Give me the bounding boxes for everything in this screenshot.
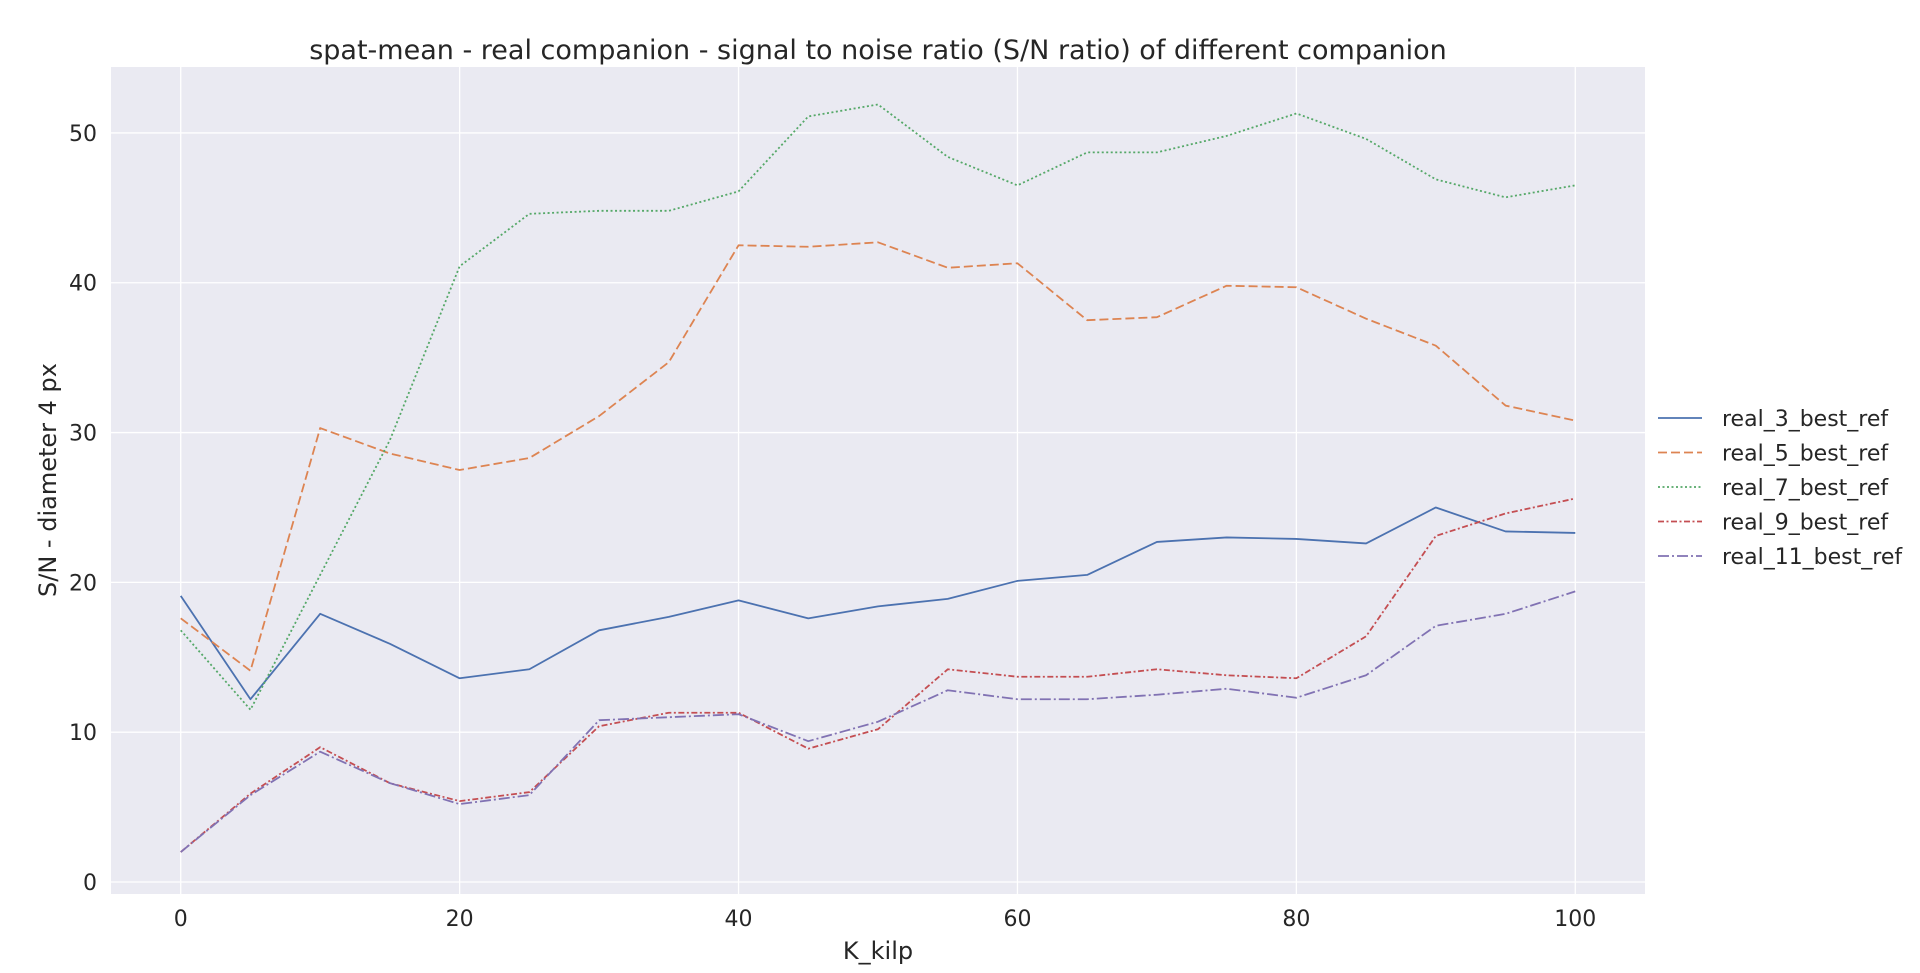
y-axis-label: S/N - diameter 4 px: [34, 363, 62, 597]
legend-label: real_9_best_ref: [1722, 511, 1889, 536]
legend-label: real_3_best_ref: [1722, 407, 1889, 432]
x-tick-label: 80: [1282, 907, 1310, 932]
gridlines: [111, 67, 1645, 894]
series-line-real_5_best_ref: [180, 241, 1576, 672]
y-tick-label: 30: [69, 422, 97, 447]
legend: real_3_best_ref real_5_best_ref real_7_bes…: [1658, 407, 1903, 570]
legend-label: real_5_best_ref: [1722, 442, 1889, 467]
x-tick-label: 100: [1554, 907, 1596, 932]
y-tick-label: 40: [69, 272, 97, 297]
series-line-real_11_best_ref: [180, 590, 1576, 853]
x-tick-label: 20: [446, 907, 474, 932]
legend-label: real_11_best_ref: [1722, 545, 1903, 570]
y-tick-labels: 0 10 20 30 40 50: [69, 122, 97, 896]
series-line-real_3_best_ref: [179, 506, 1576, 701]
x-tick-label: 40: [725, 907, 753, 932]
chart-title: spat-mean - real companion - signal to n…: [309, 35, 1447, 66]
series-lines: [179, 103, 1576, 853]
x-axis-label: K_kilp: [843, 937, 913, 965]
series-line-real_9_best_ref: [180, 497, 1576, 853]
y-tick-label: 20: [69, 571, 97, 596]
x-tick-label: 60: [1003, 907, 1031, 932]
plot-area: [111, 67, 1645, 894]
legend-label: real_7_best_ref: [1722, 476, 1889, 501]
x-tick-label: 0: [174, 907, 188, 932]
x-tick-labels: 0 20 40 60 80 100: [174, 907, 1597, 932]
y-tick-label: 50: [69, 122, 97, 147]
y-tick-label: 10: [69, 721, 97, 746]
y-tick-label: 0: [83, 871, 97, 896]
